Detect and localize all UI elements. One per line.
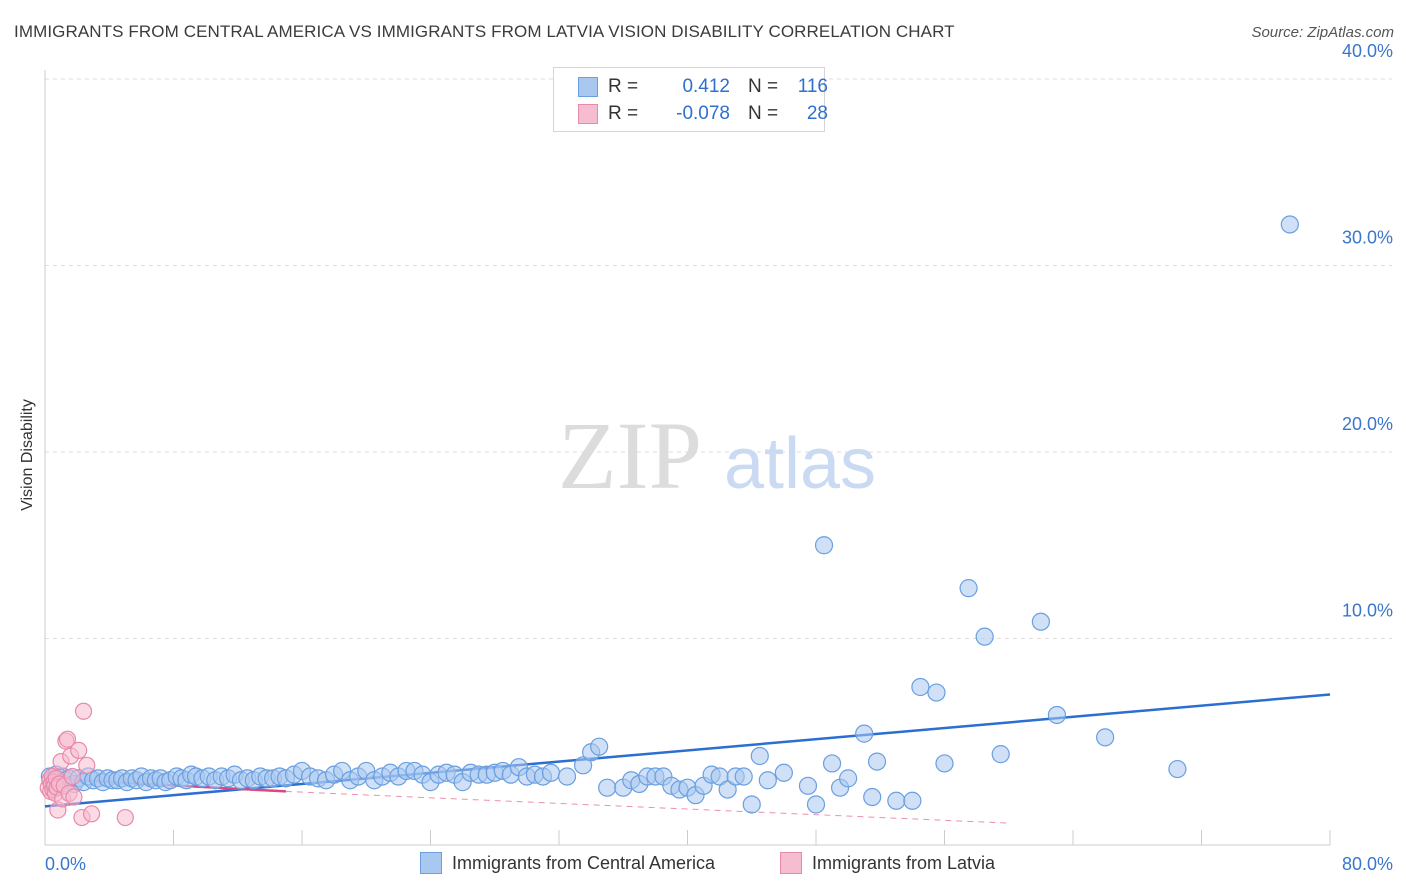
swatch-latvia <box>780 852 802 874</box>
point-central-america <box>806 795 826 814</box>
tick-labels: 10.0% 20.0% 30.0% 40.0% 0.0% 80.0% <box>45 41 1393 874</box>
point-central-america <box>911 677 930 697</box>
point-central-america <box>1031 612 1050 631</box>
legend-n-value: 116 <box>797 76 828 97</box>
swatch-latvia <box>578 104 598 124</box>
point-latvia <box>82 805 101 823</box>
point-central-america <box>1047 705 1067 725</box>
point-central-america <box>774 763 793 782</box>
point-latvia <box>58 730 77 748</box>
point-central-america <box>959 579 978 598</box>
legend-row-central-america: R = 0.412 N = 116 <box>578 75 828 99</box>
point-central-america <box>598 778 617 797</box>
bottom-legend-label: Immigrants from Central America <box>452 852 716 873</box>
data-points <box>39 215 1299 827</box>
point-central-america <box>903 791 922 810</box>
point-central-america <box>734 767 753 786</box>
point-central-america <box>798 776 818 795</box>
legend-n-value: 28 <box>806 103 828 124</box>
point-central-america <box>927 683 946 702</box>
trend-line-central-america <box>44 693 1331 808</box>
bottom-legend-label: Immigrants from Latvia <box>812 852 996 873</box>
y-tick-label: 20.0% <box>1342 414 1393 434</box>
swatch-central-america <box>578 77 598 97</box>
point-latvia <box>78 756 96 774</box>
point-central-america <box>822 754 842 773</box>
point-central-america <box>1096 728 1115 747</box>
point-central-america <box>590 737 609 756</box>
point-central-america <box>541 763 561 782</box>
point-central-america <box>814 536 834 555</box>
point-central-america <box>557 767 577 786</box>
watermark-zip: ZIP <box>558 402 702 509</box>
watermark: ZIP atlas <box>558 402 876 509</box>
gridlines <box>45 78 1392 639</box>
axes <box>44 70 1331 846</box>
y-tick-label: 30.0% <box>1342 228 1393 248</box>
point-latvia <box>116 808 134 827</box>
x-tick-label: 80.0% <box>1342 854 1393 874</box>
point-central-america <box>855 724 874 743</box>
legend-r-label: R = <box>608 76 639 97</box>
point-central-america <box>758 771 777 790</box>
y-tick-label: 40.0% <box>1342 41 1393 61</box>
chart-title: IMMIGRANTS FROM CENTRAL AMERICA VS IMMIG… <box>14 22 955 41</box>
point-central-america <box>1168 759 1187 779</box>
point-central-america <box>991 745 1010 764</box>
point-latvia <box>70 741 88 760</box>
swatch-central-america <box>420 852 442 874</box>
point-central-america <box>1280 215 1299 234</box>
point-latvia <box>63 767 81 786</box>
point-central-america <box>573 756 593 775</box>
y-tick-label: 10.0% <box>1342 601 1393 621</box>
point-central-america <box>718 780 737 799</box>
legend-r-value: -0.078 <box>676 103 730 124</box>
point-latvia <box>65 788 83 806</box>
point-central-america <box>935 754 954 773</box>
bottom-legend-central-america: Immigrants from Central America <box>420 852 715 874</box>
bottom-legend-latvia: Immigrants from Latvia <box>780 852 995 874</box>
point-central-america <box>863 787 882 807</box>
point-central-america <box>887 791 906 810</box>
legend-r-label: R = <box>608 103 639 124</box>
legend-row-latvia: R = -0.078 N = 28 <box>578 102 828 126</box>
source-label: Source: ZipAtlas.com <box>1251 24 1394 41</box>
point-central-america <box>742 795 761 814</box>
correlation-legend: R = 0.412 N = 116 R = -0.078 N = 28 <box>553 67 828 132</box>
point-central-america <box>839 769 858 788</box>
x-tick-label: 0.0% <box>45 854 86 874</box>
trend-lines <box>44 693 1331 824</box>
legend-r-value: 0.412 <box>682 76 730 97</box>
point-central-america <box>750 746 769 766</box>
point-central-america <box>867 752 887 771</box>
legend-n-label: N = <box>748 103 779 124</box>
watermark-atlas: atlas <box>724 424 876 504</box>
point-central-america <box>975 627 994 646</box>
point-latvia <box>74 702 93 720</box>
legend-n-label: N = <box>748 76 779 97</box>
